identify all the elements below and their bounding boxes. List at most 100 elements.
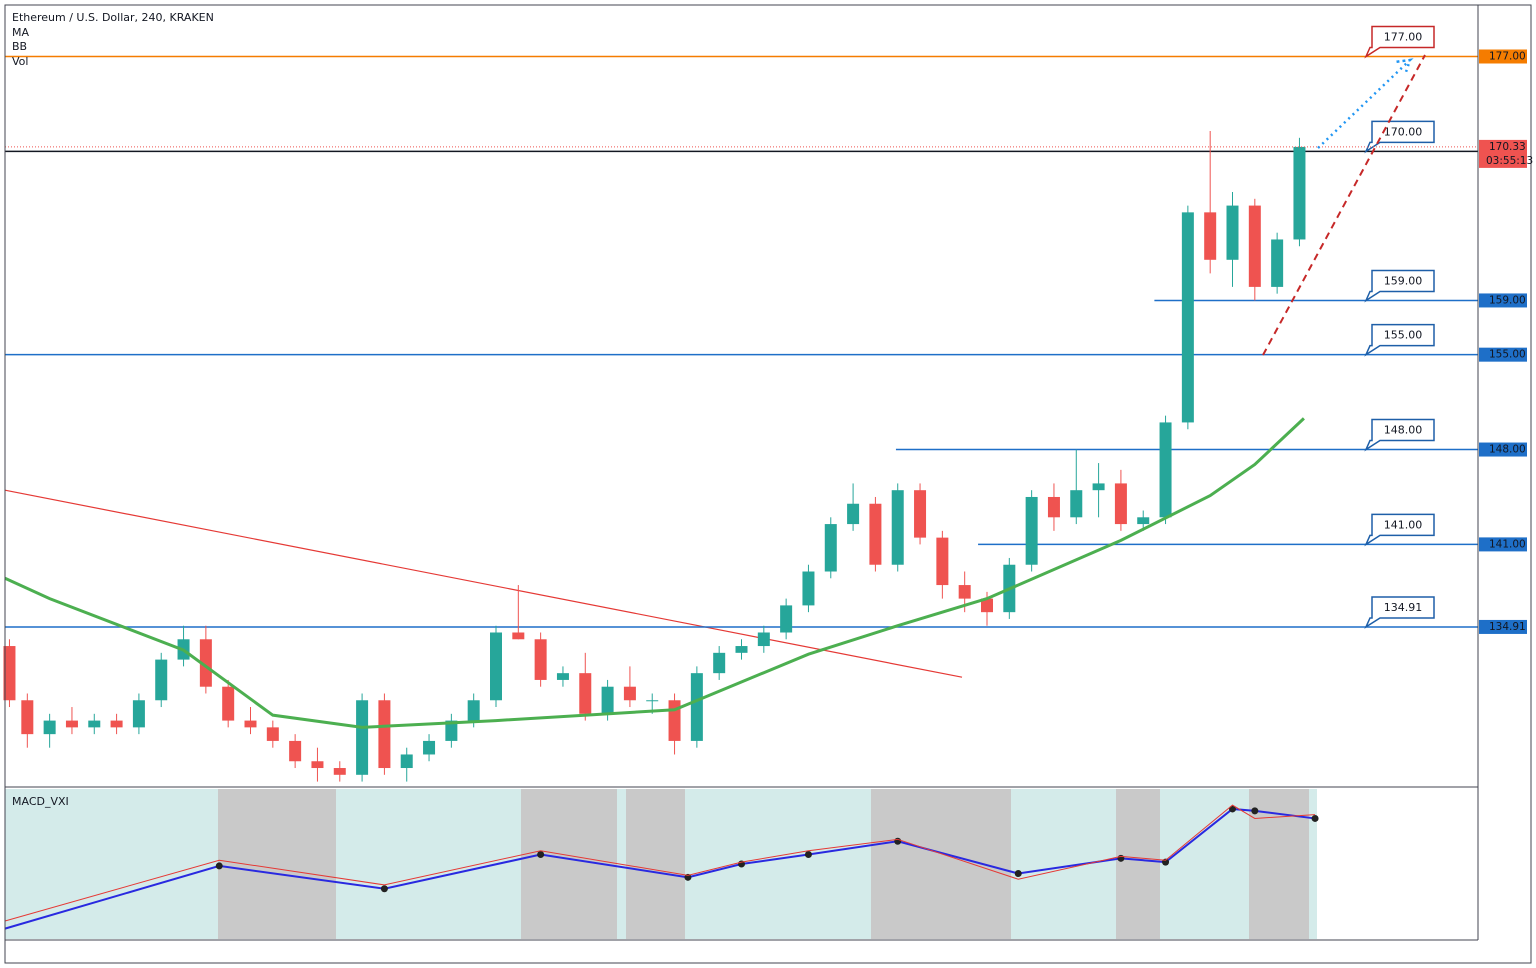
candle-body [690,673,703,741]
ma-line [4,417,1305,729]
candle-body [266,727,279,741]
candle-body [1181,212,1194,423]
candle-body [1226,205,1239,260]
callout-label: 170.00 [1384,125,1423,138]
macd-cross [1014,870,1022,878]
candle-body [289,740,302,762]
macd-line [4,807,1316,930]
candle-body [423,740,436,755]
macd-cross [1311,814,1319,822]
axis-badge [1479,619,1527,634]
candle-body [1025,496,1038,565]
axis-badge-label: 148.00 [1489,444,1526,456]
candle-body [356,700,369,775]
candle-body [802,571,815,606]
candle-body [869,503,882,565]
candle-body [3,646,16,701]
projection-dashed [1262,54,1426,356]
candle-body [400,754,413,769]
callout-label: 155.00 [1384,329,1423,342]
candle-body [780,605,793,633]
candle-body [222,686,235,721]
indicator: MA [12,26,29,39]
candle-body [534,639,547,680]
macd-cross [894,837,902,845]
candle-body [735,646,748,653]
axis-badge-label: 177.00 [1489,51,1526,63]
candle-body [646,700,659,702]
candle-body [891,490,904,565]
plot: 177.00 170.00 159.00 155.00 148.00 141.00 134.… [3,25,1478,930]
callout [1364,513,1435,547]
axis-badge [1479,347,1527,362]
candle-body [579,673,592,714]
candle-body [1047,496,1060,518]
axis-badge [1479,537,1527,552]
callout [1364,25,1435,59]
callout [1364,418,1435,452]
candle-body [110,720,123,728]
indicator: Vol [12,55,28,68]
callout [1364,269,1435,303]
candle-body [1159,422,1172,518]
candle-body [556,673,569,680]
callout [1364,323,1435,357]
axis-badge-label: 141.00 [1489,538,1526,550]
candle-body [914,490,927,538]
candle-body [333,768,346,775]
candle-body [623,686,636,701]
candle-body [1114,483,1127,525]
axis-badge [1479,293,1527,308]
candle-body [1137,517,1150,525]
frame [4,4,1532,964]
candle-body [132,700,145,728]
macd-cross [1117,854,1125,862]
candle-body [88,720,101,728]
candle-body [713,652,726,674]
axis-badge-label: 155.00 [1489,349,1526,361]
axes: 177.00170.00159.00155.00148.00141.00134.… [1479,49,1533,634]
candle-body [1204,212,1217,260]
macd-cross [380,885,388,893]
candle-body [1248,205,1261,287]
candle-body [824,524,837,572]
axis-badge [1479,442,1527,457]
macd-cross [804,851,812,859]
candle-body [1070,490,1083,518]
macd-cross [537,851,545,859]
axis-badge [1479,49,1527,64]
candle-body [65,720,78,728]
callout [1364,596,1435,629]
macd-zones [218,789,1309,939]
candle-body [1293,146,1306,240]
candle-body [199,639,212,687]
candle-body [512,632,525,640]
macd-title: MACD_VXI [12,795,69,808]
candle-body [958,585,971,599]
candle-body [467,700,480,721]
candle-body [244,720,257,728]
trendline [4,489,963,678]
candle-body [847,503,860,525]
candle-body [43,720,56,735]
indicator: BB [12,40,27,53]
callout-label: 177.00 [1384,31,1423,44]
candle-body [378,700,391,769]
callout-label: 159.00 [1384,274,1423,287]
candle-body [1092,483,1105,491]
axis-badge-label: 159.00 [1489,294,1526,306]
candle-body [757,632,770,647]
last-price-badge [1479,139,1527,168]
callout-label: 148.00 [1384,424,1423,437]
candle-body [155,659,168,701]
callout-label: 141.00 [1384,518,1423,531]
title: Ethereum / U.S. Dollar, 240, KRAKEN [12,11,214,24]
candle-body [601,686,614,714]
macd-line [4,804,1316,922]
candle-body [668,700,681,741]
macd-cross [1251,807,1259,815]
candle-body [1271,239,1284,287]
candle-body [490,632,502,701]
candle-body [21,700,34,735]
